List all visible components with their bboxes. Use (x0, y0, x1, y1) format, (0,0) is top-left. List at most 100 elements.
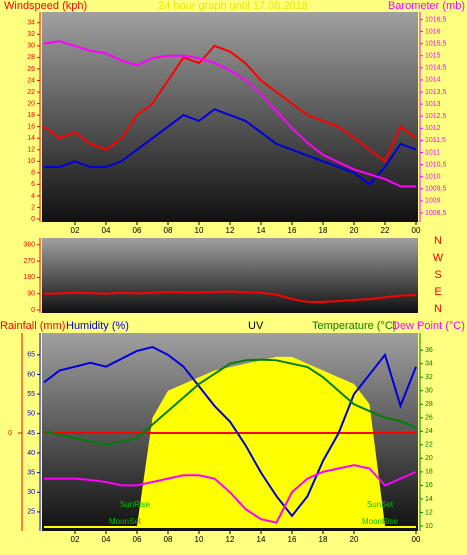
y2-tick-label: 32 (425, 374, 433, 381)
y2-tick-label: 34 (425, 361, 433, 368)
y-tick-label: 12 (27, 147, 35, 154)
y2-tick-label: 1010 (425, 174, 441, 181)
y-tick-label: 8 (31, 170, 35, 177)
x-tick-label: 14 (257, 226, 266, 235)
y-tick-label: 50 (27, 411, 35, 418)
axis-header: Rainfall (mm) (0, 320, 65, 332)
y2-tick-label: 1013 (425, 101, 441, 108)
axis-header: Humidity (%) (66, 320, 129, 332)
axis-header: UV (248, 320, 264, 332)
x-tick-label: 10 (195, 226, 204, 235)
x-tick-label: 04 (102, 535, 111, 544)
y-tick-label: 55 (27, 391, 35, 398)
y-tick-label: 0 (31, 216, 35, 223)
annotation: MoonSet (109, 517, 142, 526)
y2-tick-label: 1014,5 (425, 65, 447, 72)
y-tick-label: 16 (27, 124, 35, 131)
x-tick-label: 00 (412, 226, 421, 235)
direction-label: E (434, 286, 441, 298)
direction-label: N (434, 303, 442, 315)
y-tick-label: 6 (31, 181, 35, 188)
x-tick-label: 18 (319, 226, 328, 235)
y-tick-label: 28 (27, 54, 35, 61)
y2-tick-label: 28 (425, 401, 433, 408)
y2-tick-label: 20 (425, 455, 433, 462)
y2-tick-label: 1012 (425, 125, 441, 132)
y2-tick-label: 1015 (425, 53, 441, 60)
x-tick-label: 00 (412, 535, 421, 544)
y-tick-label: 22 (27, 89, 35, 96)
direction-label: S (434, 269, 441, 281)
y2-tick-label: 1008,5 (425, 210, 447, 217)
y2-tick-label: 1014 (425, 77, 441, 84)
x-tick-label: 18 (319, 535, 328, 544)
y2-tick-label: 1010,5 (425, 161, 447, 168)
annotation: SunSet (367, 500, 394, 509)
y2-tick-label: 1015,5 (425, 40, 447, 47)
y-tick-label: 20 (27, 100, 35, 107)
y-tick-label: 40 (27, 450, 35, 457)
y-tick-label: 360 (23, 242, 35, 249)
y2-tick-label: 1016 (425, 28, 441, 35)
chart-title: 24 hour graph until 17.08.2018 (158, 0, 308, 12)
y-tick-label: 35 (27, 469, 35, 476)
y-tick-label: 65 (27, 352, 35, 359)
series-line (44, 464, 417, 524)
series-line (43, 345, 417, 518)
y2-tick-label: 18 (425, 469, 433, 476)
y2-tick-label: 36 (425, 347, 433, 354)
y-tick-label: 24 (27, 77, 35, 84)
y-tick-label: 4 (31, 193, 35, 200)
x-tick-label: 20 (350, 226, 359, 235)
direction-label: N (434, 235, 442, 247)
y2-tick-label: 1009,5 (425, 186, 447, 193)
y-tick-label: 30 (27, 489, 35, 496)
x-tick-label: 02 (71, 226, 80, 235)
x-tick-label: 08 (164, 226, 173, 235)
axis-header: Temperature (°C) (312, 320, 396, 332)
y2-tick-label: 26 (425, 415, 433, 422)
y-tick-label: 60 (27, 371, 35, 378)
annotation: MoonRise (362, 517, 399, 526)
x-tick-label: 06 (133, 535, 142, 544)
y-tick-label: 2 (31, 204, 35, 211)
x-tick-label: 06 (133, 226, 142, 235)
x-tick-label: 16 (288, 535, 297, 544)
annotation: SunRise (120, 500, 151, 509)
direction-label: W (433, 252, 444, 264)
area (44, 356, 416, 528)
x-tick-label: 04 (102, 226, 111, 235)
y2-tick-label: 1013,5 (425, 89, 447, 96)
series-line (43, 358, 417, 446)
series-line (43, 44, 417, 163)
y-tick-label: 30 (27, 43, 35, 50)
x-tick-label: 16 (288, 226, 297, 235)
x-tick-label: 14 (257, 535, 266, 544)
x-tick-label: 08 (164, 535, 173, 544)
y-tick-label: 0 (31, 307, 35, 314)
plot-area (42, 238, 418, 313)
y3-tick-label: 0 (8, 430, 12, 437)
y-tick-label: 26 (27, 66, 35, 73)
x-tick-label: 12 (226, 226, 235, 235)
y2-tick-label: 24 (425, 428, 433, 435)
y-tick-label: 10 (27, 158, 35, 165)
y2-tick-label: 14 (425, 496, 433, 503)
y2-tick-label: 16 (425, 482, 433, 489)
series-line (43, 40, 416, 188)
y2-tick-label: 10 (425, 523, 433, 530)
y2-tick-label: 22 (425, 442, 433, 449)
x-tick-label: 22 (381, 226, 390, 235)
y2-tick-label: 1011,5 (425, 137, 446, 144)
y-tick-label: 90 (27, 291, 35, 298)
y-tick-label: 25 (27, 509, 35, 516)
y2-tick-label: 1011 (425, 149, 440, 156)
x-tick-label: 10 (195, 535, 204, 544)
y-tick-label: 270 (23, 258, 35, 265)
y-tick-label: 18 (27, 112, 35, 119)
y2-axis-title: Barometer (mb) (388, 0, 465, 12)
y-axis-title: Windspeed (kph) (4, 0, 87, 12)
y-tick-label: 34 (27, 20, 35, 27)
axis-header: Dew Point (°C) (392, 320, 465, 332)
